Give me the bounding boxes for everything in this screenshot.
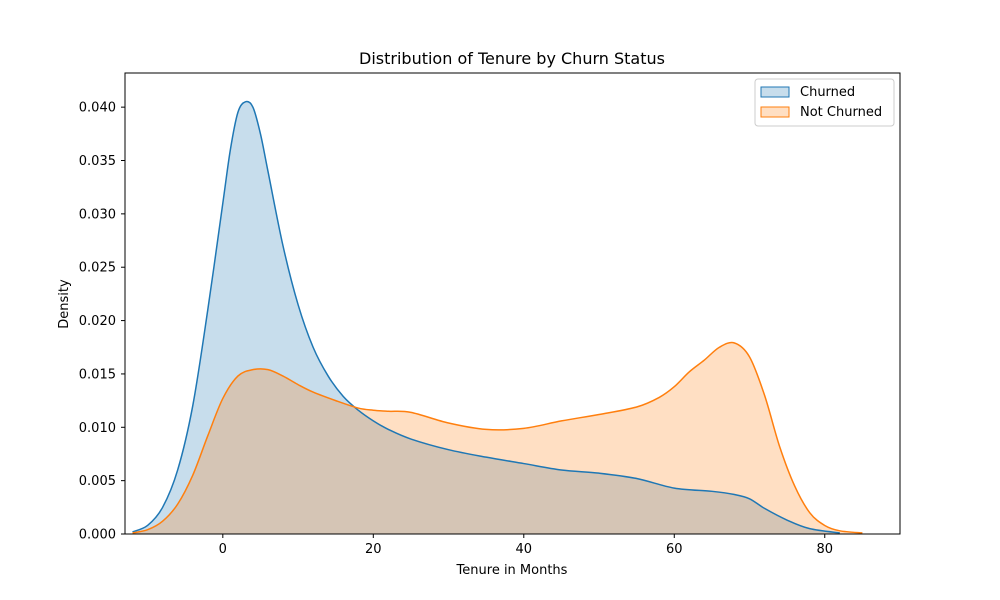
legend-swatch-churned — [760, 86, 790, 98]
x-tick-label: 40 — [516, 542, 533, 557]
y-tick-label: 0.040 — [79, 101, 116, 116]
x-tick-label: 20 — [365, 542, 382, 557]
y-tick-label: 0.005 — [79, 474, 116, 489]
y-tick-label: 0.000 — [79, 528, 116, 543]
y-axis-label: Density — [57, 279, 72, 329]
plot-frame — [124, 72, 901, 535]
x-tick-label: 60 — [666, 542, 683, 557]
chart-title: Distribution of Tenure by Churn Status — [359, 49, 665, 68]
legend-box — [754, 78, 895, 127]
legend-label-not-churned: Not Churned — [800, 105, 882, 120]
series-line-not-churned — [132, 341, 863, 534]
y-tick-label: 0.020 — [79, 314, 116, 329]
x-tick-label: 0 — [219, 542, 227, 557]
y-axis: 0.000 0.005 0.010 0.015 0.020 0.025 0.030 0.035… — [79, 101, 125, 543]
series-fills — [132, 101, 863, 534]
y-tick-label: 0.035 — [79, 154, 116, 169]
y-tick-label: 0.010 — [79, 421, 116, 436]
legend: Churned Not Churned — [754, 78, 895, 127]
legend-swatch-not-churned — [760, 106, 790, 118]
series-area-churned — [132, 101, 840, 534]
y-tick-label: 0.025 — [79, 261, 116, 276]
x-axis-label: Tenure in Months — [456, 563, 568, 578]
series-lines — [132, 100, 863, 534]
series-line-churned — [132, 100, 840, 534]
y-tick-label: 0.015 — [79, 367, 116, 382]
series-area-not-churned — [132, 342, 863, 534]
y-tick-label: 0.030 — [79, 207, 116, 222]
legend-label-churned: Churned — [800, 85, 855, 100]
x-tick-label: 80 — [816, 542, 833, 557]
x-axis: 0 20 40 60 80 — [219, 534, 833, 557]
